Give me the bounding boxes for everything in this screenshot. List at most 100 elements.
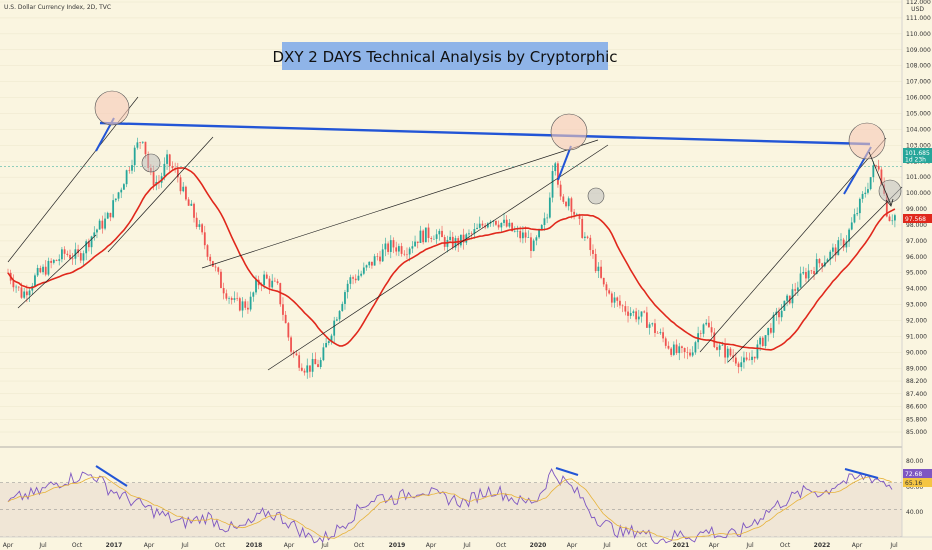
rsi-divergence-line-3[interactable] xyxy=(844,468,879,479)
price-tick-label: 94.000 xyxy=(906,286,927,293)
moving-average-line xyxy=(7,167,896,351)
candle-body xyxy=(295,353,298,356)
candle-body xyxy=(228,298,230,299)
price-tick-label: 103.000 xyxy=(906,142,931,149)
divergence-line-2[interactable] xyxy=(557,145,572,181)
time-scale[interactable]: Apr Jul Oct 2017 Apr Jul Oct 2018 Apr Jul Oct 2019 A… xyxy=(3,542,898,549)
channel-line-3a[interactable] xyxy=(727,186,903,363)
time-tick-label: Apr xyxy=(144,542,155,549)
candle-body xyxy=(25,291,28,296)
time-tick-label: 2021 xyxy=(673,542,690,549)
candle-body xyxy=(729,348,732,356)
candle-body xyxy=(850,222,853,230)
time-tick-label: Jul xyxy=(602,542,611,549)
candle-body xyxy=(333,320,336,336)
pink-circle-marker[interactable] xyxy=(550,113,588,151)
candle-body xyxy=(759,337,762,345)
time-tick-label: Jul xyxy=(38,542,47,549)
candle-body xyxy=(241,301,244,311)
candle-body xyxy=(535,237,538,241)
rsi-scale[interactable]: 80.00 60.00 40.00 xyxy=(906,458,923,516)
candle-body xyxy=(565,201,567,207)
candle-body xyxy=(885,193,888,217)
candle-body xyxy=(540,224,543,230)
candles xyxy=(7,137,896,379)
candle-body xyxy=(171,166,174,169)
candle-body xyxy=(311,358,314,372)
wedge-upper-line[interactable] xyxy=(201,139,599,269)
price-tick-label: 104.000 xyxy=(906,126,931,133)
candle-body xyxy=(513,230,516,232)
rsi-divergence-line-1[interactable] xyxy=(95,465,128,487)
candle-body xyxy=(877,165,880,170)
channel-line-2[interactable] xyxy=(107,136,214,253)
candle-body xyxy=(104,218,106,229)
candle-body xyxy=(77,249,79,254)
candle-body xyxy=(233,298,236,300)
price-scale[interactable]: 112.000 111.000 110.000 109.000 108.000 107.0… xyxy=(906,0,931,436)
candle-body xyxy=(438,230,441,235)
candle-body xyxy=(794,289,797,291)
candle-body xyxy=(220,271,222,289)
channel-line-1a[interactable] xyxy=(17,234,97,309)
time-tick-label: Oct xyxy=(780,542,791,549)
candle-body xyxy=(230,298,233,300)
title-background xyxy=(282,42,608,70)
candle-body xyxy=(131,165,133,171)
wedge-lower-line[interactable] xyxy=(267,144,609,371)
grey-circle-marker[interactable] xyxy=(141,153,161,173)
candle-body xyxy=(602,277,605,285)
candle-body xyxy=(125,170,128,185)
grey-circle-marker[interactable] xyxy=(587,187,605,205)
candle-body xyxy=(203,232,206,246)
pink-circle-marker[interactable] xyxy=(94,90,130,126)
candle-body xyxy=(840,239,842,241)
candle-body xyxy=(406,254,408,256)
time-tick-label: Apr xyxy=(3,542,14,549)
candle-body xyxy=(678,346,681,354)
price-tick-label: 101.000 xyxy=(906,174,931,181)
candle-body xyxy=(225,293,228,299)
candle-body xyxy=(888,216,891,222)
price-tick-label: 112.000 xyxy=(906,0,931,6)
candle-body xyxy=(834,247,837,256)
candle-body xyxy=(810,270,813,272)
candle-body xyxy=(519,230,522,239)
candle-body xyxy=(821,263,824,267)
candle-body xyxy=(298,355,301,368)
time-tick-label: Jul xyxy=(745,542,754,549)
price-tick-label: 89.000 xyxy=(906,365,927,372)
rsi-divergence-line-2[interactable] xyxy=(555,467,579,476)
candle-body xyxy=(818,259,821,264)
candle-body xyxy=(894,215,896,221)
candle-body xyxy=(551,171,554,198)
price-tick-label: 92.000 xyxy=(906,318,927,325)
pink-circle-marker[interactable] xyxy=(848,122,886,160)
horizontal-resistance-line[interactable] xyxy=(99,121,871,146)
time-tick-label: Oct xyxy=(637,542,648,549)
candle-body xyxy=(702,324,705,334)
projection-arrow[interactable] xyxy=(868,151,892,206)
drawings[interactable] xyxy=(7,90,903,487)
candle-body xyxy=(282,304,284,315)
candle-body xyxy=(395,247,398,252)
time-tick-label: Apr xyxy=(852,542,863,549)
candle-body xyxy=(357,275,360,281)
candle-body xyxy=(314,358,317,365)
time-tick-label: Apr xyxy=(426,542,437,549)
time-tick-label: Apr xyxy=(567,542,578,549)
candle-body xyxy=(93,232,96,237)
candle-body xyxy=(737,363,740,368)
candle-body xyxy=(193,203,195,218)
price-tick-label: 95.000 xyxy=(906,270,927,277)
candle-body xyxy=(778,311,780,318)
candle-body xyxy=(799,273,802,288)
candle-body xyxy=(586,236,589,238)
price-tick-label: 85.000 xyxy=(906,429,927,436)
candle-body xyxy=(55,260,58,261)
candle-body xyxy=(856,213,859,215)
candle-body xyxy=(527,237,530,238)
candle-body xyxy=(462,234,465,243)
